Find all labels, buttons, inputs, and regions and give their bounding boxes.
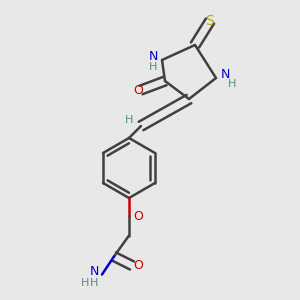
Text: N: N	[90, 265, 99, 278]
Text: N: N	[148, 50, 158, 64]
Text: H: H	[149, 62, 157, 73]
Text: H: H	[80, 278, 89, 289]
Text: H: H	[90, 278, 99, 289]
Text: O: O	[133, 259, 143, 272]
Text: O: O	[133, 209, 143, 223]
Text: H: H	[228, 79, 237, 89]
Text: O: O	[133, 83, 143, 97]
Text: N: N	[220, 68, 230, 82]
Text: S: S	[206, 14, 214, 28]
Text: H: H	[125, 115, 133, 125]
